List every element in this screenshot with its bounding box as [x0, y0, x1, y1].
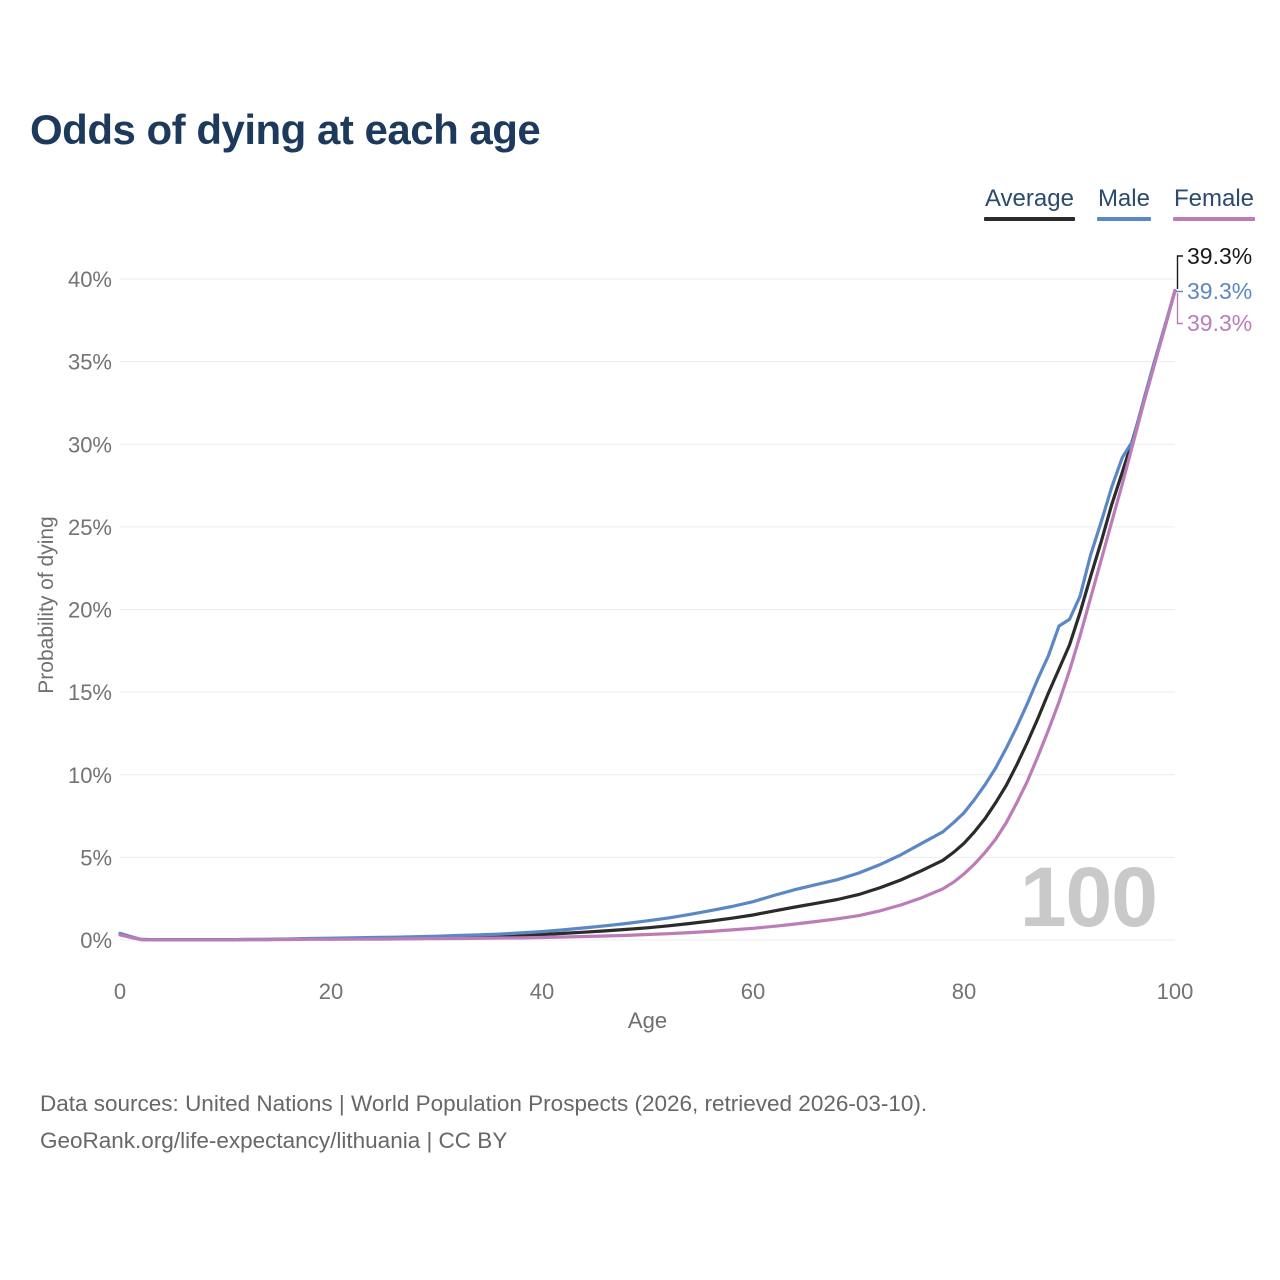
series-line-average	[118, 289, 1177, 942]
legend-item-male[interactable]: Male	[1096, 185, 1151, 221]
series-line-male	[118, 289, 1177, 942]
legend-swatch	[1172, 217, 1255, 221]
y-axis-title: Probability of dying	[35, 516, 58, 693]
series-line-female	[118, 289, 1177, 942]
y-tick-label: 20%	[68, 598, 112, 623]
y-tick-label: 5%	[80, 845, 112, 870]
footer: Data sources: United Nations | World Pop…	[40, 1085, 927, 1159]
legend-label: Average	[984, 185, 1074, 212]
end-label-leader-average	[1176, 255, 1183, 289]
page-title: Odds of dying at each age	[30, 106, 541, 153]
y-tick-label: 0%	[80, 928, 112, 953]
legend-item-average[interactable]: Average	[983, 185, 1075, 221]
x-tick-label: 100	[1157, 979, 1194, 1004]
x-tick-label: 0	[114, 979, 126, 1004]
y-tick-label: 30%	[68, 432, 112, 457]
y-tick-label: 15%	[68, 680, 112, 705]
x-tick-label: 40	[530, 979, 554, 1004]
legend-label: Female	[1173, 185, 1254, 212]
x-tick-label: 80	[952, 979, 976, 1004]
y-tick-label: 35%	[68, 350, 112, 375]
footer-attribution: GeoRank.org/life-expectancy/lithuania | …	[40, 1128, 508, 1153]
end-label-leader-female	[1176, 293, 1183, 325]
legend-label: Male	[1097, 185, 1150, 212]
end-value-label-average: 39.3%	[1187, 243, 1252, 269]
y-tick-label: 10%	[68, 763, 112, 788]
legend: Average Male Female	[983, 185, 1255, 221]
y-tick-label: 25%	[68, 515, 112, 540]
x-axis-title: Age	[628, 1008, 667, 1033]
x-tick-label: 20	[319, 979, 343, 1004]
legend-item-female[interactable]: Female	[1172, 185, 1255, 221]
watermark-age-100: 100	[1020, 850, 1157, 944]
footer-data-sources: Data sources: United Nations | World Pop…	[40, 1091, 928, 1116]
legend-swatch	[1096, 217, 1151, 221]
x-tick-label: 60	[741, 979, 765, 1004]
legend-swatch	[983, 217, 1075, 221]
y-tick-label: 40%	[68, 267, 112, 292]
end-value-label-male: 39.3%	[1187, 278, 1252, 304]
end-value-label-female: 39.3%	[1187, 310, 1252, 336]
